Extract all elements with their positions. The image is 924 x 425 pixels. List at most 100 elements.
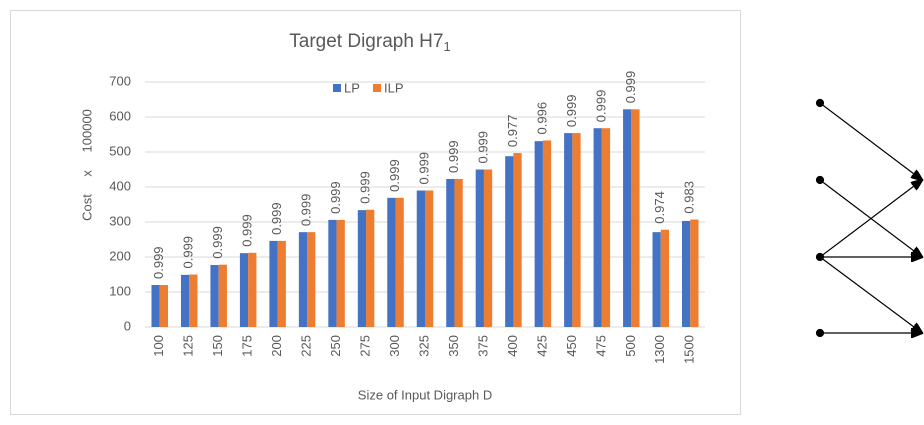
bar [483,169,493,327]
data-annotation: 0.999 [623,71,638,104]
bar [425,190,434,327]
data-annotation: 0.999 [416,152,431,185]
x-tick-label: 100 [151,335,166,357]
data-annotation: 0.996 [534,102,549,135]
y-axis-label: Cost x 100000 [79,109,94,221]
bar [475,169,484,327]
bar [631,109,640,327]
bar [328,219,337,327]
data-annotation: 0.974 [652,191,667,224]
y-tick-label: 500 [109,143,131,158]
node [815,328,825,338]
data-annotation: 0.999 [269,202,284,235]
x-tick-label: 200 [269,335,284,357]
bar [366,209,375,327]
bar [505,156,514,327]
x-tick-label: 125 [181,335,196,357]
y-tick-label: 400 [109,178,131,193]
legend-swatch [333,84,341,92]
bar [298,232,308,327]
legend-label: ILP [384,80,404,95]
bar [660,229,670,327]
digraph [815,98,923,338]
bar [513,153,522,327]
x-tick-label: 150 [210,335,225,357]
x-tick-label: 175 [240,335,255,357]
bar [690,219,699,327]
x-tick-label: 250 [328,335,343,357]
chart-title: Target Digraph H71 [289,31,450,54]
bar [542,140,552,327]
data-annotation: 0.999 [328,181,343,214]
data-annotation: 0.999 [593,90,608,123]
data-annotation: 0.999 [564,95,579,128]
y-tick-label: 100 [109,283,131,298]
bar [593,128,602,327]
data-annotation: 0.999 [181,236,196,269]
y-tick-label: 300 [109,213,131,228]
x-tick-label: 450 [564,335,579,357]
data-annotation: 0.977 [505,115,520,148]
bar [387,197,396,327]
x-tick-label: 350 [446,335,461,357]
node [815,175,825,185]
bar [239,253,249,327]
x-tick-label: 400 [505,335,520,357]
chart-title-main: Target Digraph H7 [289,31,443,52]
bar [623,109,632,327]
x-tick-label: 325 [416,335,431,357]
data-annotation: 0.999 [475,131,490,164]
bar [682,220,691,327]
bar [269,240,278,327]
y-tick-label: 200 [109,248,131,263]
bar [218,264,227,327]
bar [159,285,168,327]
x-tick-label: 1300 [652,335,667,364]
x-tick-label: 475 [593,335,608,357]
bar [534,141,543,327]
y-tick-label: 700 [109,73,131,88]
bar [307,232,316,327]
data-annotation: 0.999 [446,140,461,173]
y-tick-label: 0 [124,318,131,333]
x-axis-label: Size of Input Digraph D [358,387,492,402]
bar [416,190,425,327]
edge [819,180,922,258]
bar [446,178,455,327]
bar [180,274,190,327]
bar [572,133,581,327]
legend-swatch [373,84,381,92]
bar [189,274,198,327]
bar [652,232,661,327]
x-tick-label: 375 [475,335,490,357]
data-annotation: 0.999 [240,214,255,247]
edge [819,256,922,333]
x-tick-label: 425 [534,335,549,357]
bar [336,219,345,327]
bar [564,133,573,327]
data-annotation: 0.999 [387,159,402,192]
data-annotation: 0.999 [299,194,314,227]
x-tick-label: 1500 [682,335,697,364]
y-tick-label: 600 [109,108,131,123]
legend: LP ILP [333,80,404,95]
bar [277,240,286,327]
data-annotation: 0.999 [151,246,166,279]
bar [151,285,160,327]
bar [601,128,611,327]
chart-frame [10,10,741,415]
x-tick-label: 225 [299,335,314,357]
edge [819,102,922,180]
bar [454,178,463,327]
bar [248,252,257,327]
data-annotation: 0.999 [357,171,372,204]
x-tick-label: 300 [387,335,402,357]
data-annotation: 0.999 [210,226,225,259]
bar [395,197,404,327]
node [815,252,825,262]
data-annotation: 0.983 [682,181,697,214]
bar [210,265,219,327]
bar [357,210,367,327]
x-tick-label: 500 [623,335,638,357]
